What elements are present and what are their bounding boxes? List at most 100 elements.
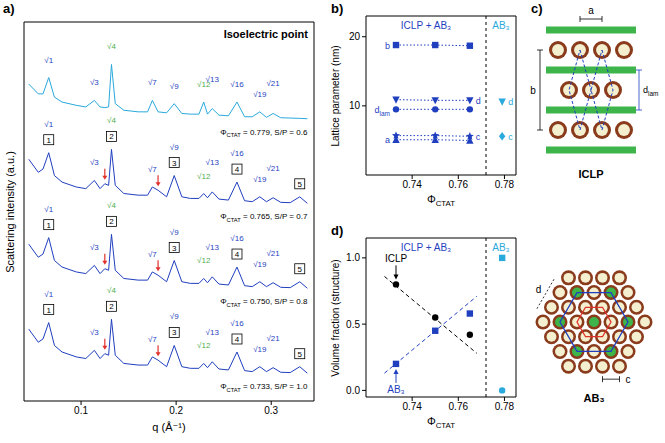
svg-text:c): c) xyxy=(531,1,543,16)
svg-text:√19: √19 xyxy=(253,175,267,184)
svg-text:3: 3 xyxy=(172,159,177,168)
svg-text:ICLP: ICLP xyxy=(385,253,408,264)
svg-text:√4: √4 xyxy=(107,201,116,210)
svg-text:√3: √3 xyxy=(90,158,99,167)
svg-text:d: d xyxy=(508,97,513,107)
svg-text:2: 2 xyxy=(109,217,114,226)
svg-text:√13: √13 xyxy=(206,243,220,252)
svg-text:0.1: 0.1 xyxy=(74,405,88,416)
svg-text:√19: √19 xyxy=(253,260,267,269)
svg-text:c: c xyxy=(476,132,481,142)
svg-text:√16: √16 xyxy=(230,319,244,328)
svg-text:√9: √9 xyxy=(170,82,179,91)
svg-text:d: d xyxy=(476,96,481,106)
svg-text:√7: √7 xyxy=(148,335,157,344)
svg-text:10: 10 xyxy=(349,100,361,111)
svg-text:√19: √19 xyxy=(253,345,267,354)
svg-text:1: 1 xyxy=(46,136,51,145)
svg-text:√7: √7 xyxy=(148,250,157,259)
svg-text:√21: √21 xyxy=(266,249,280,258)
svg-text:√16: √16 xyxy=(230,234,244,243)
svg-text:√13: √13 xyxy=(206,328,220,337)
svg-text:4: 4 xyxy=(235,165,240,174)
svg-text:√1: √1 xyxy=(44,290,53,299)
svg-text:0.74: 0.74 xyxy=(402,401,422,412)
svg-text:0.76: 0.76 xyxy=(449,179,469,190)
html-text:b): b) xyxy=(331,1,344,16)
svg-text:a: a xyxy=(588,5,594,16)
svg-text:0.5: 0.5 xyxy=(346,319,360,330)
svg-text:0.0: 0.0 xyxy=(346,385,360,396)
svg-text:√9: √9 xyxy=(170,143,179,152)
svg-text:√9: √9 xyxy=(170,228,179,237)
svg-text:√7: √7 xyxy=(148,165,157,174)
svg-text:√19: √19 xyxy=(253,90,267,99)
svg-text:ICLP: ICLP xyxy=(578,168,603,180)
svg-text:c: c xyxy=(508,132,513,142)
html-text:d): d) xyxy=(331,223,344,238)
svg-text:√4: √4 xyxy=(107,286,116,295)
svg-text:ΦCTAT = 0.779, S/P = 0.6: ΦCTAT = 0.779, S/P = 0.6 xyxy=(220,128,308,138)
svg-text:ΦCTAT = 0.733, S/P = 1.0: ΦCTAT = 0.733, S/P = 1.0 xyxy=(220,382,308,392)
svg-text:ICLP + AB₃: ICLP + AB₃ xyxy=(401,20,451,31)
svg-text:Isoelectric point: Isoelectric point xyxy=(224,28,309,40)
svg-text:√4: √4 xyxy=(107,116,116,125)
svg-text:√3: √3 xyxy=(90,328,99,337)
svg-text:√12: √12 xyxy=(197,341,211,350)
svg-text:20: 20 xyxy=(349,31,361,42)
svg-text:AB₃: AB₃ xyxy=(387,384,404,395)
svg-text:a: a xyxy=(385,135,390,145)
svg-text:0.3: 0.3 xyxy=(264,405,278,416)
svg-text:5: 5 xyxy=(298,350,303,359)
svg-text:5: 5 xyxy=(298,180,303,189)
svg-text:1.0: 1.0 xyxy=(346,252,360,263)
svg-text:√16: √16 xyxy=(230,80,244,89)
svg-text:1: 1 xyxy=(46,221,51,230)
svg-text:ΦCTAT = 0.750, S/P = 0.8: ΦCTAT = 0.750, S/P = 0.8 xyxy=(220,297,308,307)
html-text:q (Å⁻¹): q (Å⁻¹) xyxy=(152,421,186,433)
svg-text:0.2: 0.2 xyxy=(169,405,183,416)
html-text:ΦCTAT: ΦCTAT xyxy=(426,193,456,209)
svg-text:√13: √13 xyxy=(206,75,220,84)
svg-text:4: 4 xyxy=(235,250,240,259)
svg-text:d: d xyxy=(536,284,542,295)
svg-text:AB₃: AB₃ xyxy=(492,242,509,253)
svg-text:ΦCTAT = 0.765, S/P = 0.7: ΦCTAT = 0.765, S/P = 0.7 xyxy=(220,212,308,222)
svg-text:4: 4 xyxy=(235,335,240,344)
svg-text:0.74: 0.74 xyxy=(402,179,422,190)
svg-text:dlam: dlam xyxy=(375,105,390,117)
svg-text:AB₃: AB₃ xyxy=(584,392,605,404)
svg-text:3: 3 xyxy=(172,328,177,337)
svg-text:√12: √12 xyxy=(197,172,211,181)
svg-text:√1: √1 xyxy=(44,56,53,65)
svg-text:√13: √13 xyxy=(206,158,220,167)
svg-text:ICLP + AB₃: ICLP + AB₃ xyxy=(401,242,451,253)
svg-text:√3: √3 xyxy=(90,78,99,87)
svg-text:dlam: dlam xyxy=(643,85,658,97)
svg-text:√21: √21 xyxy=(266,79,280,88)
svg-text:0.78: 0.78 xyxy=(495,179,515,190)
html-text:Scattering intensity (a.u.): Scattering intensity (a.u.) xyxy=(4,150,16,273)
svg-text:2: 2 xyxy=(109,302,114,311)
svg-text:√12: √12 xyxy=(197,256,211,265)
svg-text:√21: √21 xyxy=(266,164,280,173)
svg-text:√4: √4 xyxy=(107,42,116,51)
svg-text:b: b xyxy=(530,85,536,96)
html-text:ΦCTAT: ΦCTAT xyxy=(426,415,456,431)
svg-text:5: 5 xyxy=(298,265,303,274)
svg-text:0.78: 0.78 xyxy=(495,401,515,412)
svg-text:1: 1 xyxy=(46,306,51,315)
svg-text:c: c xyxy=(626,374,631,385)
svg-text:√9: √9 xyxy=(170,312,179,321)
svg-text:3: 3 xyxy=(172,244,177,253)
svg-text:√21: √21 xyxy=(266,334,280,343)
svg-text:0.76: 0.76 xyxy=(449,401,469,412)
svg-text:b: b xyxy=(385,41,390,51)
svg-text:2: 2 xyxy=(109,132,114,141)
svg-text:√1: √1 xyxy=(44,120,53,129)
svg-text:√1: √1 xyxy=(44,205,53,214)
svg-text:√7: √7 xyxy=(148,78,157,87)
svg-text:AB₃: AB₃ xyxy=(492,20,509,31)
svg-text:√3: √3 xyxy=(90,243,99,252)
svg-text:√16: √16 xyxy=(230,149,244,158)
